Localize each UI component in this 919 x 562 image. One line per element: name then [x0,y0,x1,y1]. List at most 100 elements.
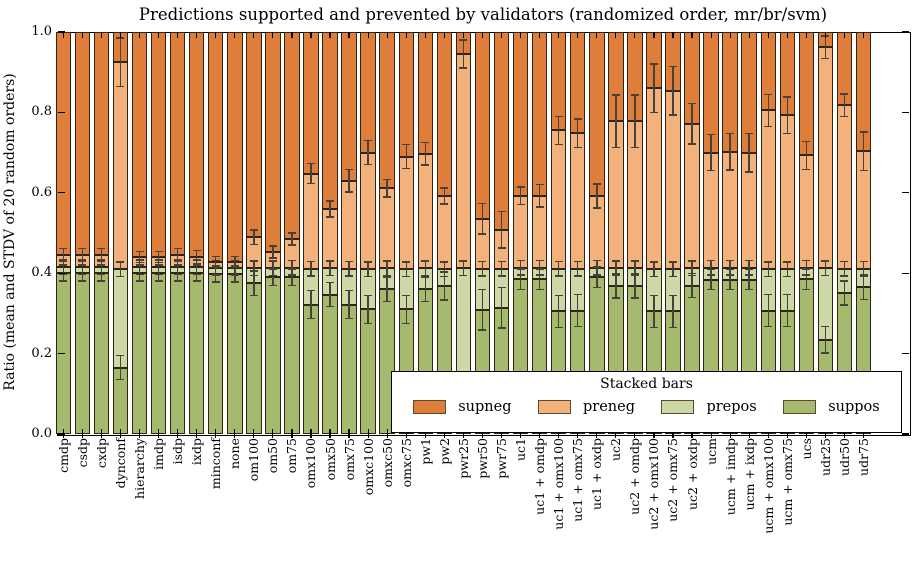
x-tick-label: udr50 [836,438,852,476]
error-bar-cap [364,322,373,325]
x-tick-label: om75 [284,438,300,474]
error-bar-cap [59,247,68,250]
error-bar-cap [287,284,296,286]
error-bar [329,282,331,307]
error-bar [519,269,522,290]
y-tick [902,272,909,274]
bar-segment-suppos [188,273,205,434]
error-bar [786,261,789,277]
y-tick-label: 0.2 [31,345,52,361]
error-bar [634,274,636,299]
error-bar-cap [535,274,544,276]
x-tick [215,428,217,438]
error-bar [767,94,769,127]
error-bar-cap [192,280,201,282]
x-tick-label: uc1 [513,438,529,462]
error-bar-cap [668,326,677,329]
x-tick-label: imdp [151,438,167,470]
legend-entry-prepos: prepos [661,399,757,415]
x-tick [253,428,255,438]
y-tick [902,111,909,113]
bar-segment-preneg [817,47,834,269]
bar-segment-suppos [265,277,281,434]
x-tick [348,32,350,38]
error-bar-cap [192,249,201,252]
error-bar-cap [383,300,392,303]
error-bar-cap [459,274,468,277]
y-tick-label: 1.0 [31,24,52,39]
error-bar [691,103,693,144]
error-bar-cap [230,274,239,276]
error-bar [443,261,446,277]
error-bar-cap [402,322,411,325]
x-tick [62,428,64,438]
error-bar [386,277,388,302]
error-bar-cap [192,273,201,276]
x-tick [558,428,560,438]
error-bar-cap [726,132,735,135]
x-tick [672,32,674,38]
x-tick [843,32,846,38]
error-bar-cap [268,284,277,286]
legend-label-supneg: supneg [458,399,512,415]
x-tick [424,32,426,38]
error-bar-cap [402,294,411,297]
error-bar-cap [116,261,125,263]
error-bar-cap [249,260,258,262]
x-tick [710,32,712,38]
error-bar-cap [497,286,506,289]
error-bar-cap [497,275,506,277]
bar-segment-supneg [379,32,395,189]
error-bar-cap [440,261,449,263]
x-tick-label: om100 [246,438,262,482]
bar-segment-preneg [569,133,586,269]
bar-segment-preneg [550,130,567,269]
error-bar [348,261,350,276]
bar-segment-preneg [417,153,434,269]
x-tick [253,32,255,38]
error-bar [234,256,236,268]
error-bar [862,132,865,171]
bar-segment-supneg [150,32,167,258]
error-bar-cap [59,280,68,282]
x-tick-label: uc2 + omdp [627,438,643,515]
error-bar-cap [668,275,677,278]
error-bar [253,271,255,296]
error-bar-cap [211,266,220,268]
error-bar-cap [173,247,182,250]
error-bar [729,133,731,170]
x-tick [577,32,579,38]
error-bar-cap [478,202,487,205]
error-bar [596,183,598,209]
error-bar-cap [554,326,563,329]
error-bar [348,290,350,319]
x-tick-label: pwr25 [455,438,471,479]
error-bar-cap [573,275,582,277]
error-bar-cap [306,289,315,292]
x-tick [824,428,826,438]
x-tick [291,428,293,438]
error-bar-cap [783,293,792,296]
bar-segment-preneg [436,196,453,270]
error-bar-cap [459,260,468,262]
error-bar [214,256,217,268]
error-bar-cap [230,266,239,268]
y-tick [58,111,65,113]
error-bar [843,280,846,305]
x-tick-label: cxdp [93,438,109,469]
error-bar [100,259,103,275]
error-bar-cap [154,250,163,253]
error-bar-cap [440,275,449,278]
error-bar-cap [688,274,697,277]
error-bar [272,245,274,258]
error-bar [272,269,274,286]
x-tick [215,32,217,38]
error-bar-cap [821,260,830,262]
error-bar-cap [764,125,773,128]
x-tick-label: ucm [703,438,719,465]
error-bar [443,271,446,301]
x-tick [291,32,293,38]
error-bar-cap [306,260,315,263]
x-tick [596,32,598,38]
x-tick [615,428,617,438]
